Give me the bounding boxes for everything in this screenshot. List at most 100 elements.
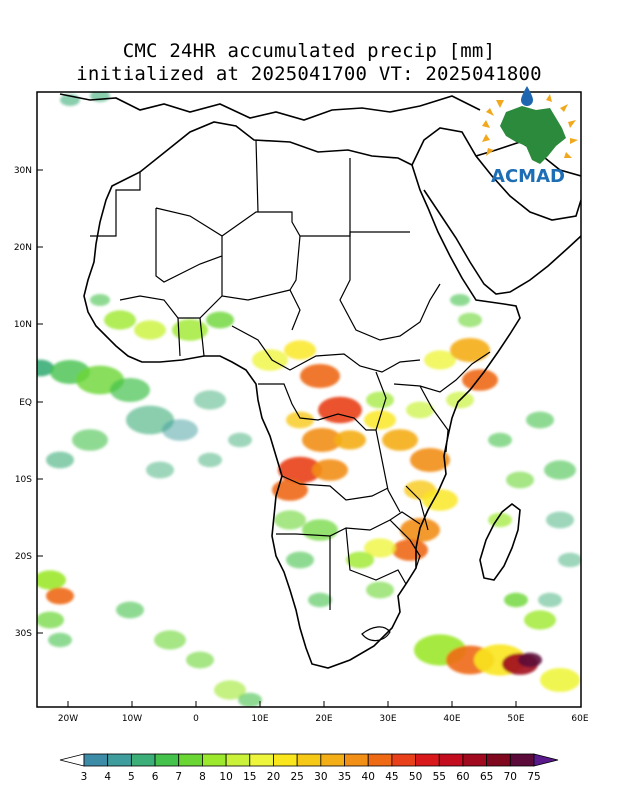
y-axis-labels: 30N 20N 10N EQ 10S 20S 30S [14, 166, 32, 639]
colorbar-swatch [391, 753, 416, 767]
precip-field [37, 92, 581, 707]
colorbar-label: 40 [362, 771, 375, 783]
colorbar-label: 5 [128, 771, 135, 783]
precip-blob [546, 511, 574, 529]
precip-blob [146, 461, 174, 479]
europe-coastline [59, 93, 481, 121]
x-tick-label: 20W [58, 714, 78, 724]
red-sea-east-coast [423, 189, 581, 295]
map-title-line2: initialized at 2025041700 VT: 2025041800 [76, 63, 542, 85]
colorbar-label: 60 [456, 771, 469, 783]
x-tick-label: 10W [122, 714, 142, 724]
colorbar-swatch [225, 753, 251, 767]
precip-blob [194, 390, 226, 410]
colorbar-label: 70 [504, 771, 517, 783]
x-tick-label: 40E [443, 714, 460, 724]
precip-blob [364, 410, 396, 430]
precip-blob [206, 311, 234, 329]
colorbar-swatch [249, 753, 274, 767]
map-frame [36, 91, 582, 708]
colorbar-label: 25 [290, 771, 303, 783]
x-tick-label: 50E [507, 714, 524, 724]
precip-blob [462, 369, 498, 391]
precip-blob [346, 551, 374, 569]
precip-blob [302, 428, 342, 452]
precip-blob [37, 570, 66, 590]
colorbar-label: 30 [314, 771, 327, 783]
colorbar-label: 45 [385, 771, 398, 783]
precip-blob [274, 510, 306, 530]
precip-blob [410, 448, 450, 472]
precip-blob [392, 539, 428, 561]
precip-blob [406, 401, 434, 419]
colorbar-label: 75 [527, 771, 540, 783]
logo-africa-shape [500, 106, 566, 164]
precip-blob [300, 364, 340, 388]
tick-marks [37, 169, 517, 707]
precip-blob [154, 630, 186, 650]
y-tick-label: 20N [14, 243, 32, 253]
colorbar: 3 4 5 6 7 8 10 15 20 25 30 35 40 45 50 55 60 65 70 75 [59, 753, 559, 783]
precip-blob [238, 692, 262, 707]
colorbar-extend-low [59, 753, 85, 767]
colorbar-label: 10 [219, 771, 232, 783]
precip-blob [284, 340, 316, 360]
logo-water-drop [521, 86, 533, 106]
precip-blob [286, 411, 314, 429]
precip-blob [286, 551, 314, 569]
logo-text: ACMAD [491, 166, 565, 187]
y-tick-label: 10S [15, 475, 32, 485]
precip-blob [214, 680, 246, 700]
precip-blob [302, 519, 338, 541]
precip-blob [382, 429, 418, 451]
colorbar-label: 8 [199, 771, 206, 783]
colorbar-label: 15 [243, 771, 256, 783]
colorbar-swatch [154, 753, 180, 767]
colorbar-swatch [130, 753, 156, 767]
precip-blob [162, 419, 198, 441]
colorbar-label: 6 [152, 771, 159, 783]
y-tick-label: 10N [14, 320, 32, 330]
colorbar-swatch [438, 753, 464, 767]
colorbar-swatch [486, 753, 511, 767]
acmad-logo: ACMAD [482, 86, 578, 187]
colorbar-label: 35 [338, 771, 351, 783]
precip-blob [366, 581, 394, 599]
x-tick-label: 10E [251, 714, 268, 724]
precip-blob [364, 538, 396, 558]
precip-blob [558, 552, 581, 568]
precip-blob [450, 338, 490, 362]
precip-blob [488, 432, 512, 448]
precip-blob [48, 632, 72, 648]
precip-blob [450, 294, 470, 306]
precip-blob [334, 430, 366, 450]
colorbar-swatch [320, 753, 345, 767]
colorbar-label: 55 [433, 771, 446, 783]
y-tick-label: 30N [14, 166, 32, 176]
x-axis-labels: 20W 10W 0 10E 20E 30E 40E 50E 60E [58, 714, 589, 724]
y-tick-label: EQ [19, 398, 32, 408]
colorbar-label: 3 [81, 771, 88, 783]
precip-blob [366, 391, 394, 409]
precip-blob [126, 405, 174, 435]
precip-blob [518, 652, 542, 668]
precip-blob [104, 310, 136, 330]
country-borders [90, 139, 491, 642]
precip-blob [526, 411, 554, 429]
precip-blob [506, 471, 534, 489]
precip-blob [524, 610, 556, 630]
precip-blob [186, 651, 214, 669]
precip-blob [422, 489, 458, 511]
colorbar-swatch [344, 753, 369, 767]
precip-blob [172, 319, 208, 341]
colorbar-swatch [273, 753, 298, 767]
precip-blob [134, 320, 166, 340]
map-title-line1: CMC 24HR accumulated precip [mm] [122, 40, 496, 62]
x-tick-label: 30E [379, 714, 396, 724]
colorbar-swatch [296, 753, 322, 767]
x-tick-label: 0 [193, 714, 199, 724]
colorbar-swatch [415, 753, 440, 767]
precip-blob [90, 294, 110, 306]
precip-blob [424, 350, 456, 370]
colorbar-swatch [509, 753, 535, 767]
